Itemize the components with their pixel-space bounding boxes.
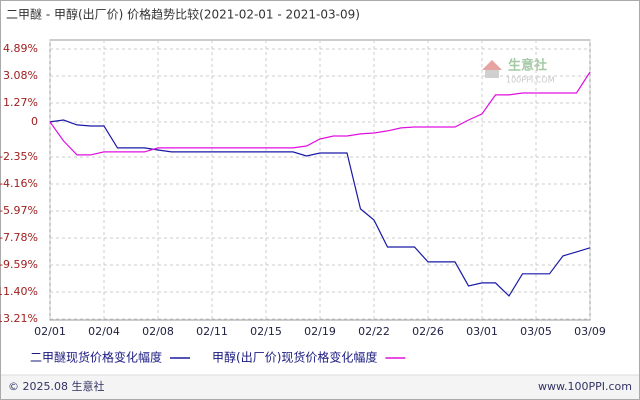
x-tick-label: 02/19 (304, 325, 336, 338)
x-tick-label: 02/08 (142, 325, 174, 338)
y-tick-label: 1.27% (3, 96, 38, 109)
watermark-site: 100PPI.COM (506, 76, 555, 85)
x-tick-label: 02/04 (88, 325, 120, 338)
y-tick-label: -2.35% (0, 150, 38, 163)
legend-label: 二甲醚现货价格变化幅度 (30, 350, 162, 365)
series-line (49, 71, 591, 156)
y-tick-label: 4.89% (3, 42, 38, 55)
y-tick-label: -5.97% (0, 204, 38, 217)
y-tick-label: -13.21% (0, 312, 38, 325)
watermark: 生意社 100PPI.COM (482, 58, 555, 85)
watermark-icon (485, 70, 499, 78)
y-tick-label: 3.08% (3, 69, 38, 82)
watermark-icon (482, 60, 502, 70)
series-line (49, 119, 591, 297)
chart-title: 二甲醚 - 甲醇(出厂价) 价格趋势比较(2021-02-01 - 2021-0… (6, 7, 360, 22)
footer-url: www.100PPI.com (538, 380, 632, 393)
x-tick-label: 03/05 (520, 325, 552, 338)
x-tick-label: 02/11 (196, 325, 228, 338)
y-tick-label: -9.59% (0, 258, 38, 271)
y-tick-label: -7.78% (0, 231, 38, 244)
footer-bar (1, 375, 639, 399)
x-tick-label: 03/09 (574, 325, 606, 338)
legend: 二甲醚现货价格变化幅度 甲醇(出厂价)现货价格变化幅度 (30, 350, 406, 365)
footer-copyright: © 2025.08 生意社 (8, 379, 104, 393)
y-tick-label: -4.16% (0, 177, 38, 190)
legend-label: 甲醇(出厂价)现货价格变化幅度 (212, 350, 377, 365)
y-tick-label: -11.40% (0, 285, 38, 298)
x-tick-label: 02/26 (412, 325, 444, 338)
y-tick-label: 0 (31, 115, 38, 128)
x-tick-label: 02/15 (250, 325, 282, 338)
x-tick-label: 03/01 (466, 325, 498, 338)
x-tick-label: 02/22 (358, 325, 390, 338)
x-tick-label: 02/01 (34, 325, 66, 338)
watermark-logo: 生意社 (508, 58, 547, 74)
